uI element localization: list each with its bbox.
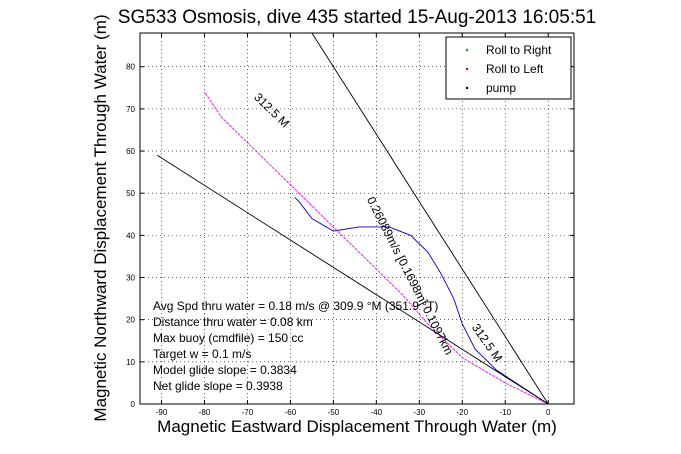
y-tick-label: 20 <box>126 316 135 325</box>
stat-line: Distance thru water = 0.08 km <box>153 315 313 329</box>
x-tick-label: -10 <box>499 408 511 417</box>
stat-line: Avg Spd thru water = 0.18 m/s @ 309.9 °M… <box>153 299 438 313</box>
stat-line: Target w = 0.1 m/s <box>153 347 251 361</box>
x-tick-label: -50 <box>328 408 340 417</box>
y-tick-label: 50 <box>126 189 135 198</box>
y-tick-label: 10 <box>126 358 135 367</box>
stat-line: Model glide slope = 0.3834 <box>153 363 297 377</box>
series-line-3 <box>156 154 549 404</box>
y-tick-label: 40 <box>126 231 135 240</box>
x-tick-label: -60 <box>285 408 297 417</box>
y-axis-label: Magnetic Northward Displacement Through … <box>91 14 110 421</box>
legend-marker <box>465 48 469 52</box>
y-tick-label: 80 <box>126 63 135 72</box>
legend: Roll to Right Roll to Left pump <box>445 36 572 100</box>
series-line-2 <box>311 33 549 404</box>
stat-line: Max buoy (cmdfile) = 150 cc <box>153 331 303 345</box>
x-axis-label: Magnetic Eastward Displacement Through W… <box>157 417 557 436</box>
x-tick-label: 0 <box>546 408 551 417</box>
legend-label: pump <box>486 81 516 95</box>
series-line-1 <box>204 91 549 404</box>
x-tick-label: -20 <box>456 408 468 417</box>
axes-box <box>139 32 575 405</box>
legend-label: Roll to Right <box>486 43 552 57</box>
chart-title: SG533 Osmosis, dive 435 started 15-Aug-2… <box>118 7 596 28</box>
y-tick-label: 0 <box>131 400 136 409</box>
legend-marker <box>465 67 469 71</box>
x-tick-label: -70 <box>242 408 254 417</box>
x-tick-label: -80 <box>199 408 211 417</box>
x-tick-label: -90 <box>156 408 168 417</box>
x-tick-label: -30 <box>414 408 426 417</box>
y-tick-label: 60 <box>126 147 135 156</box>
y-tick-label: 30 <box>126 274 135 283</box>
x-tick-label: -40 <box>371 408 383 417</box>
series-line-0 <box>294 197 549 404</box>
legend-label: Roll to Left <box>486 62 544 76</box>
y-tick-label: 70 <box>126 105 135 114</box>
legend-marker <box>465 86 469 90</box>
stat-line: Net glide slope = 0.3938 <box>153 379 283 393</box>
